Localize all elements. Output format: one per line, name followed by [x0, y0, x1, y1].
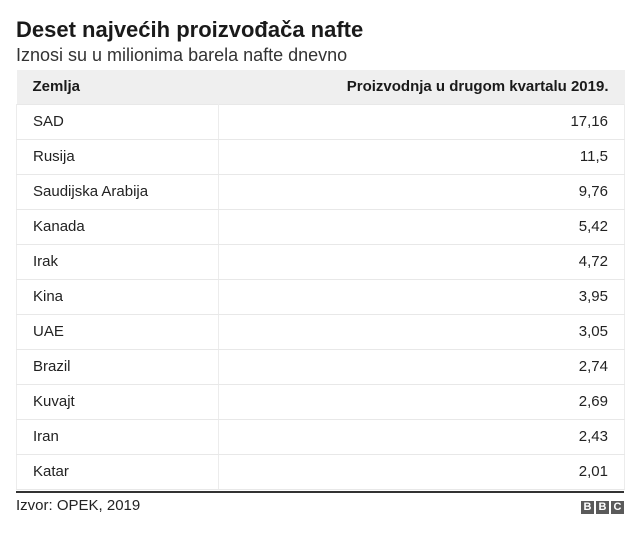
table-row: SAD 17,16: [16, 103, 625, 140]
value-cell: 2,43: [218, 418, 625, 455]
country-cell: SAD: [16, 103, 219, 140]
column-header-country: Zemlja: [16, 70, 219, 104]
value-cell: 2,74: [218, 348, 625, 385]
value-cell: 5,42: [218, 208, 625, 245]
bbc-logo: B B C: [581, 501, 624, 514]
country-cell: Kuvajt: [16, 383, 219, 420]
table-row: Katar 2,01: [16, 453, 625, 490]
country-cell: Kanada: [16, 208, 219, 245]
column-header-production: Proizvodnja u drugom kvartalu 2019.: [218, 70, 625, 104]
value-cell: 2,01: [218, 453, 625, 490]
source-note: Izvor: OPEK, 2019: [16, 497, 141, 514]
value-cell: 3,95: [218, 278, 625, 315]
country-cell: UAE: [16, 313, 219, 350]
chart-title: Deset najvećih proizvođača nafte: [16, 17, 364, 42]
footer-divider: [16, 491, 624, 493]
value-cell: 3,05: [218, 313, 625, 350]
table-header-row: Zemlja Proizvodnja u drugom kvartalu 201…: [16, 70, 625, 104]
value-cell: 11,5: [218, 138, 625, 175]
table-row: Kanada 5,42: [16, 208, 625, 245]
oil-producers-table: Zemlja Proizvodnja u drugom kvartalu 201…: [16, 70, 625, 490]
table-row: Saudijska Arabija 9,76: [16, 173, 625, 210]
logo-letter-b1: B: [581, 501, 594, 514]
chart-subtitle: Iznosi su u milionima barela nafte dnevn…: [16, 45, 348, 65]
country-cell: Brazil: [16, 348, 219, 385]
logo-letter-b2: B: [596, 501, 609, 514]
table-row: Brazil 2,74: [16, 348, 625, 385]
logo-letter-c: C: [611, 501, 624, 514]
table-row: Kina 3,95: [16, 278, 625, 315]
country-cell: Rusija: [16, 138, 219, 175]
country-cell: Kina: [16, 278, 219, 315]
table-row: Rusija 11,5: [16, 138, 625, 175]
table-row: Kuvajt 2,69: [16, 383, 625, 420]
country-cell: Katar: [16, 453, 219, 490]
table-row: UAE 3,05: [16, 313, 625, 350]
data-table-container: Zemlja Proizvodnja u drugom kvartalu 201…: [16, 70, 625, 490]
value-cell: 2,69: [218, 383, 625, 420]
table-row: Iran 2,43: [16, 418, 625, 455]
country-cell: Irak: [16, 243, 219, 280]
country-cell: Saudijska Arabija: [16, 173, 219, 210]
country-cell: Iran: [16, 418, 219, 455]
value-cell: 17,16: [218, 103, 625, 140]
table-row: Irak 4,72: [16, 243, 625, 280]
value-cell: 9,76: [218, 173, 625, 210]
value-cell: 4,72: [218, 243, 625, 280]
